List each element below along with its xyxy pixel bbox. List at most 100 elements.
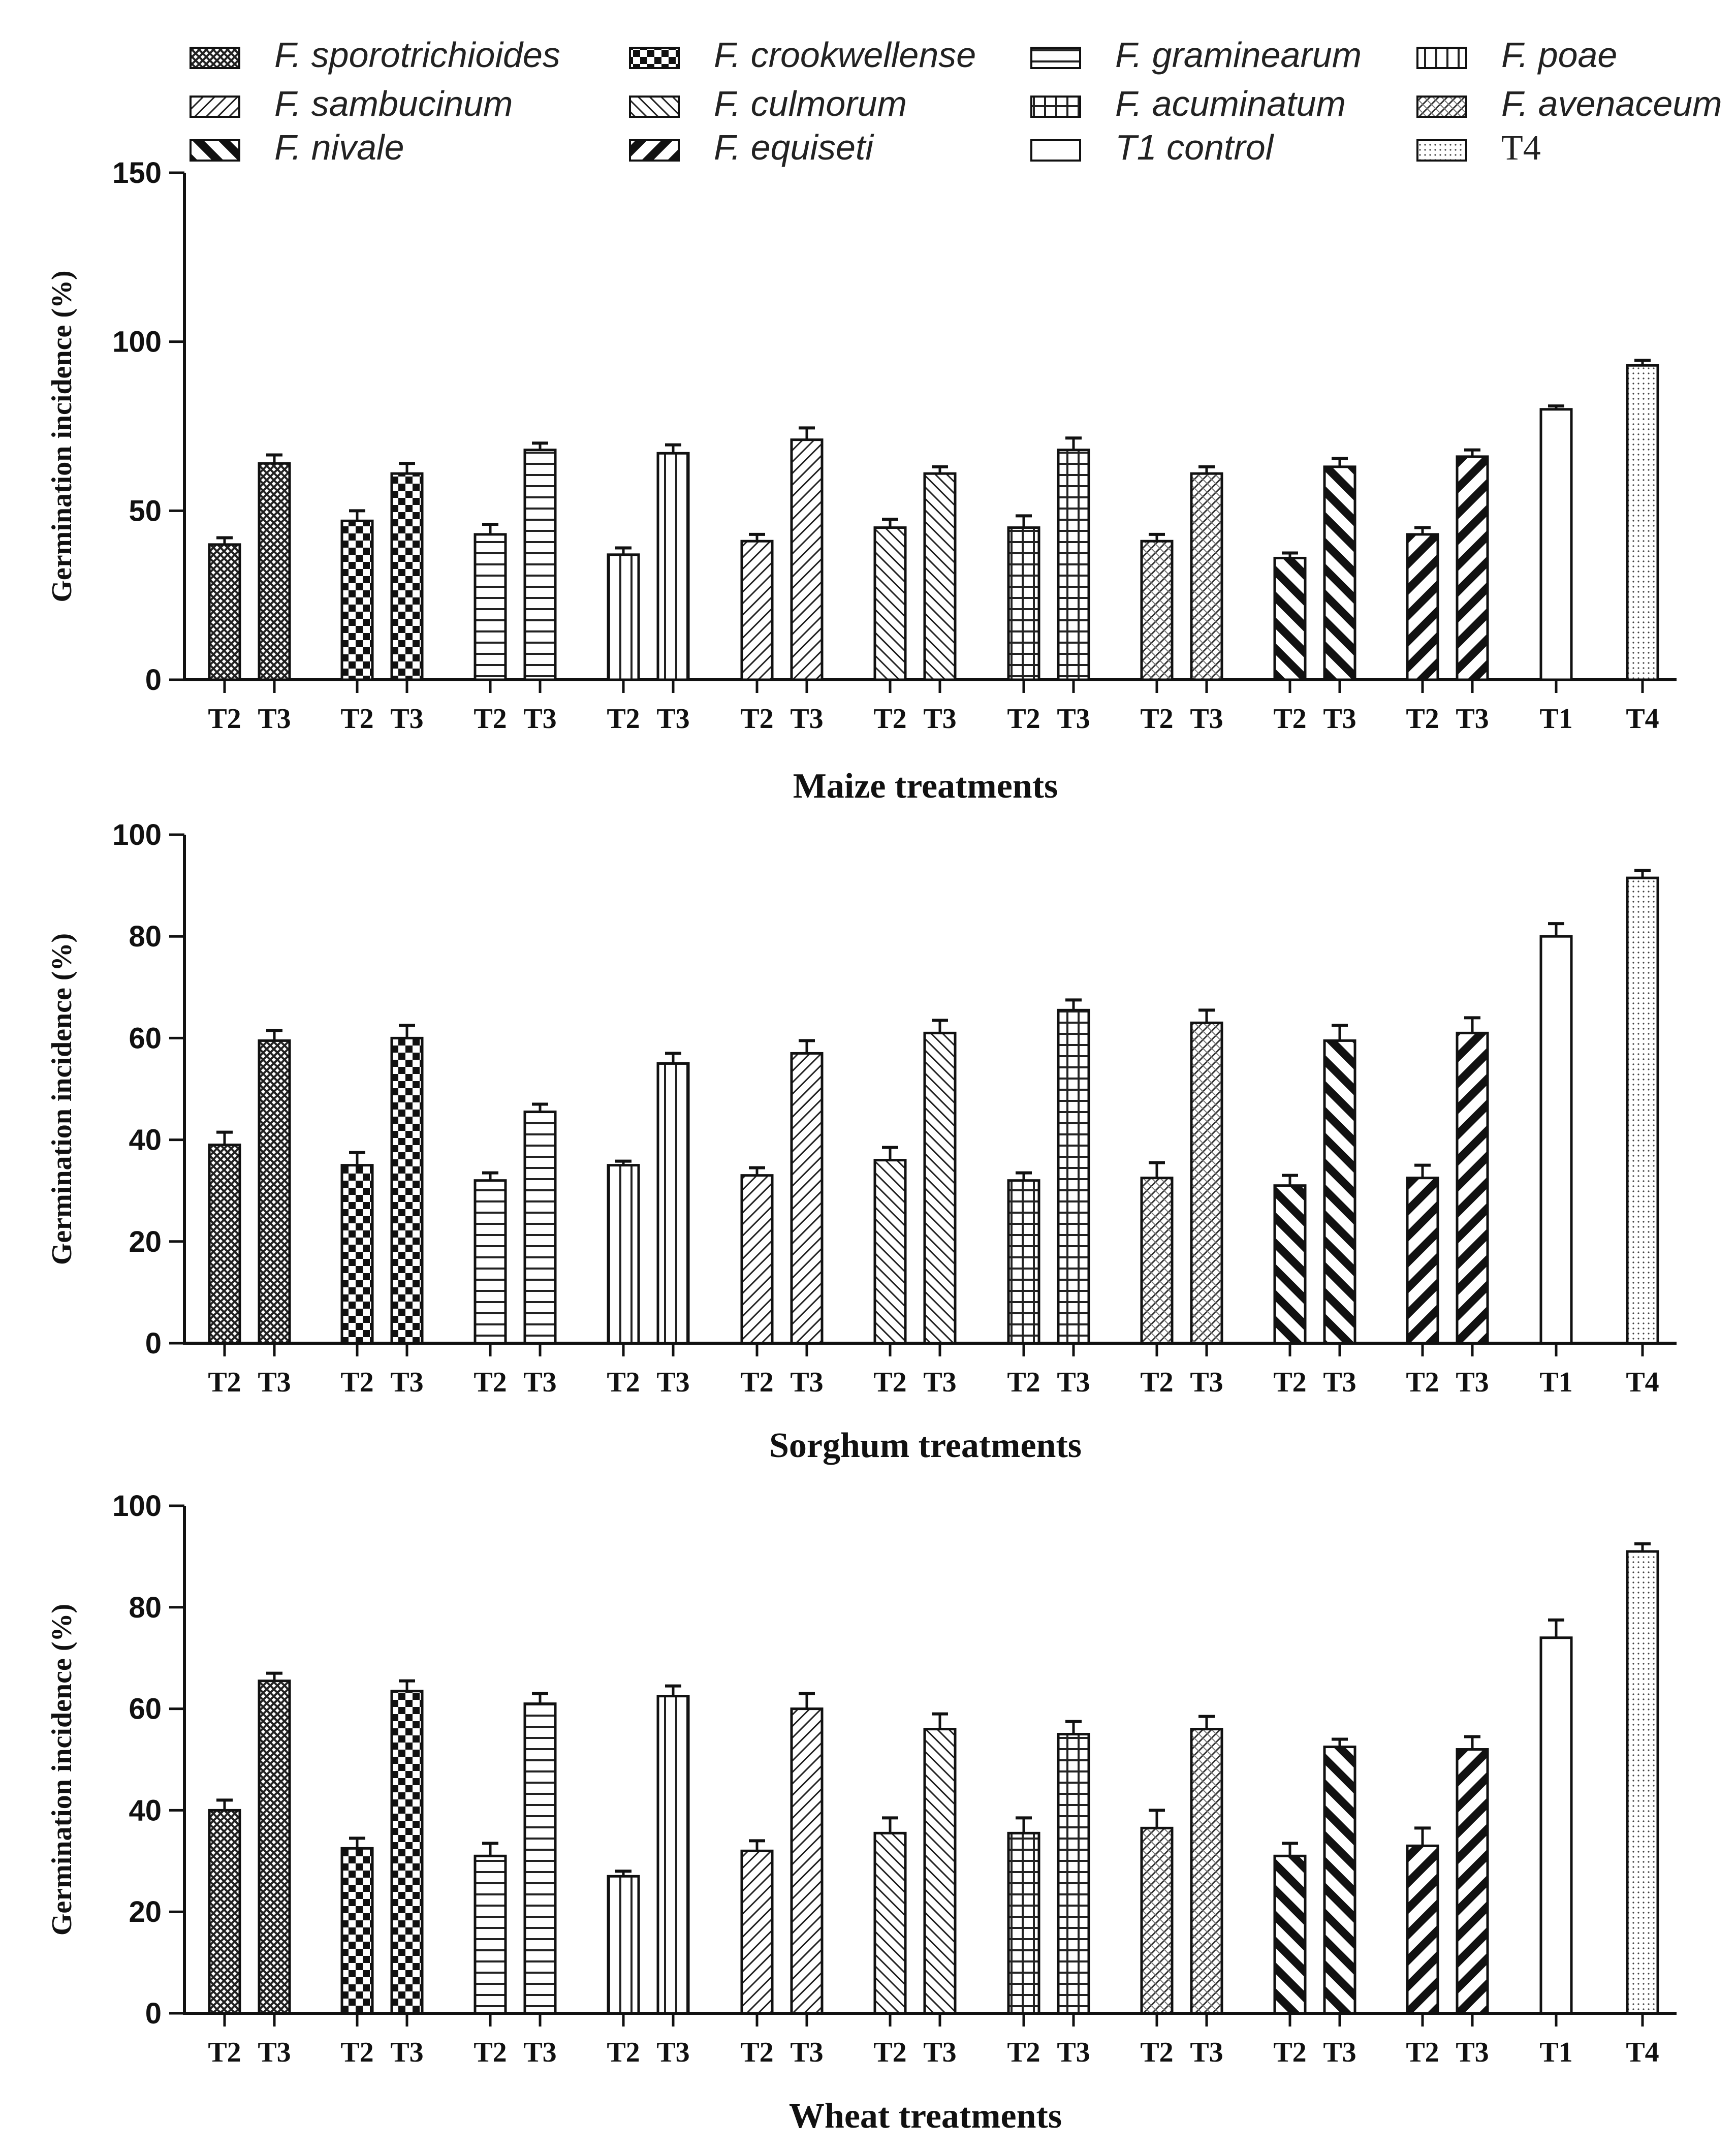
x-tick-label: T3 — [790, 1367, 823, 1398]
x-tick-label: T2 — [208, 2037, 241, 2068]
bar-f-crookwellense-t3 — [390, 1024, 424, 1345]
bar-f-graminearum-t3 — [523, 1102, 557, 1345]
legend-swatch — [629, 47, 680, 69]
bar-f-crookwellense-t3 — [390, 1679, 424, 2015]
x-tick-label: T2 — [1273, 703, 1306, 735]
bar-rect — [790, 438, 824, 681]
bar-f-sporotrichioides-t3 — [258, 453, 291, 681]
bar-rect — [1140, 1826, 1174, 2015]
x-tick-label: T2 — [1273, 2037, 1306, 2068]
bar-f-acuminatum-t2 — [1007, 1816, 1040, 2015]
x-tick-label: T3 — [1190, 2037, 1223, 2068]
bar-rect — [208, 1809, 241, 2015]
x-tick-label: T3 — [1190, 1367, 1223, 1398]
x-tick-label: T3 — [1456, 703, 1489, 735]
x-tick-label: T2 — [740, 2037, 773, 2068]
bar-rect — [474, 1854, 507, 2015]
bar-f-sambucinum-t2 — [740, 1166, 774, 1345]
bar-rect — [873, 526, 907, 681]
bar-f-avenaceum-t3 — [1190, 1008, 1223, 1345]
x-tick-label: T1 — [1539, 703, 1572, 735]
x-tick-label: T3 — [790, 703, 823, 735]
bar-rect — [523, 1702, 557, 2015]
bar-rect — [656, 1695, 690, 2015]
bar-rect — [1456, 1748, 1489, 2015]
legend-swatch — [1030, 139, 1081, 162]
legend-swatch — [1416, 47, 1467, 69]
x-tick-label: T2 — [740, 703, 773, 735]
x-tick-label: T3 — [1323, 1367, 1356, 1398]
x-axis-label: Maize treatments — [793, 767, 1058, 806]
bar-rect — [390, 1036, 424, 1345]
bar-f-graminearum-t3 — [523, 441, 557, 681]
bar-f-avenaceum-t2 — [1140, 1809, 1174, 2015]
x-tick-label: T3 — [656, 2037, 689, 2068]
bar-rect — [1539, 935, 1573, 1345]
bar-rect — [1273, 1854, 1307, 2015]
y-tick-label: 40 — [129, 1124, 162, 1157]
x-axis-label: Sorghum treatments — [769, 1426, 1082, 1465]
legend-label: F. avenaceum — [1501, 84, 1722, 123]
x-tick-label: T2 — [1007, 703, 1040, 735]
bar-f-culmorum-t2 — [873, 517, 907, 681]
legend-swatch — [190, 96, 240, 118]
legend-label: F. nivale — [274, 128, 404, 167]
bar-f-sambucinum-t2 — [740, 532, 774, 681]
bar-rect — [1456, 455, 1489, 681]
y-tick-label: 60 — [129, 1693, 162, 1726]
legend-item-f-sambucinum: F. sambucinum — [190, 84, 513, 123]
x-tick-label: T3 — [1323, 703, 1356, 735]
bar-t4-t4 — [1626, 869, 1659, 1345]
bar-f-poae-t2 — [607, 1870, 640, 2015]
bar-f-acuminatum-t2 — [1007, 514, 1040, 681]
bar-f-equiseti-t3 — [1456, 448, 1489, 681]
bar-rect — [1007, 1831, 1040, 2015]
y-tick-label: 100 — [112, 1490, 162, 1523]
bar-t1-control-t1 — [1539, 1618, 1573, 2015]
bar-f-nivale-t3 — [1323, 1024, 1356, 1345]
bar-rect — [1007, 1179, 1040, 1345]
x-tick-label: T2 — [474, 2037, 507, 2068]
x-tick-label: T3 — [390, 2037, 423, 2068]
bar-f-sporotrichioides-t2 — [208, 1130, 241, 1345]
bar-f-crookwellense-t2 — [340, 1837, 374, 2015]
legend-swatch — [190, 47, 240, 69]
legend-item-f-poae: F. poae — [1416, 35, 1617, 75]
y-tick-label: 0 — [145, 663, 162, 696]
x-tick-label: T2 — [873, 703, 906, 735]
bar-rect — [740, 1849, 774, 2015]
bar-f-avenaceum-t3 — [1190, 1715, 1223, 2015]
bar-f-sporotrichioides-t2 — [208, 1798, 241, 2015]
bar-rect — [1057, 1008, 1090, 1345]
bar-f-culmorum-t3 — [923, 465, 957, 681]
x-tick-label: T2 — [740, 1367, 773, 1398]
bar-rect — [607, 1164, 640, 1345]
bar-rect — [740, 1174, 774, 1345]
y-tick-label: 0 — [145, 1327, 162, 1360]
y-tick-label: 100 — [112, 326, 162, 359]
x-tick-label: T3 — [923, 2037, 956, 2068]
bar-f-crookwellense-t2 — [340, 1151, 374, 1345]
bar-rect — [1140, 1177, 1174, 1345]
bar-f-equiseti-t3 — [1456, 1735, 1489, 2015]
bar-f-poae-t3 — [656, 1684, 690, 2015]
legend-swatch — [1030, 47, 1081, 69]
legend-swatch — [1416, 96, 1467, 118]
bar-f-nivale-t2 — [1273, 1174, 1307, 1345]
legend-label: T1 control — [1115, 128, 1275, 167]
bar-f-nivale-t3 — [1323, 1737, 1356, 2015]
chart-panel-wheat-treatments: 0 20 40 60 80 100 Germination incidence (%) Whe… — [46, 1490, 1677, 2136]
bar-rect — [607, 1875, 640, 2015]
bar-f-equiseti-t2 — [1406, 1826, 1439, 2015]
bar-f-sambucinum-t3 — [790, 1039, 824, 1345]
bar-rect — [1273, 1184, 1307, 1345]
bar-rect — [208, 1144, 241, 1345]
x-tick-label: T3 — [258, 1367, 291, 1398]
bar-f-nivale-t2 — [1273, 1842, 1307, 2015]
legend-swatch — [629, 96, 680, 118]
bar-t4-t4 — [1626, 359, 1659, 681]
y-tick-label: 40 — [129, 1794, 162, 1827]
x-tick-label: T3 — [1057, 2037, 1090, 2068]
bar-rect — [523, 1111, 557, 1345]
x-tick-label: T3 — [1323, 2037, 1356, 2068]
